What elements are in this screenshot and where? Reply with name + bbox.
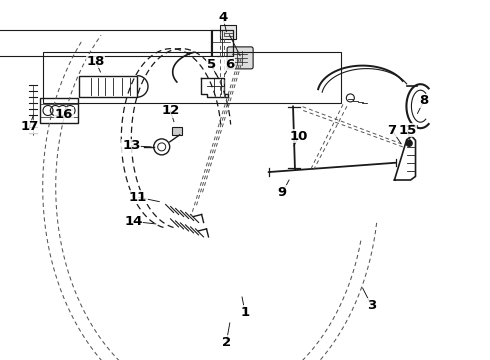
FancyBboxPatch shape [220, 26, 236, 39]
Text: 15: 15 [398, 124, 417, 137]
Text: 13: 13 [122, 139, 141, 152]
Text: 12: 12 [161, 104, 180, 117]
Text: 6: 6 [225, 58, 234, 71]
Bar [0, 30, 212, 56]
Text: 5: 5 [207, 58, 216, 71]
Text: 18: 18 [86, 55, 105, 68]
Text: 3: 3 [367, 299, 376, 312]
Text: 10: 10 [290, 130, 308, 143]
Text: 4: 4 [219, 11, 227, 24]
Text: 8: 8 [419, 94, 428, 107]
Circle shape [406, 140, 412, 146]
Text: 11: 11 [129, 191, 147, 204]
Text: 16: 16 [54, 108, 73, 121]
Bar [211, 30, 233, 56]
Text: 7: 7 [388, 124, 396, 137]
Bar [172, 127, 182, 135]
Text: 9: 9 [278, 186, 287, 199]
Text: 1: 1 [241, 306, 249, 319]
Text: 2: 2 [222, 336, 231, 348]
Text: 14: 14 [124, 215, 143, 228]
Text: 17: 17 [20, 120, 39, 133]
FancyBboxPatch shape [227, 47, 253, 69]
Bar [79, 76, 137, 97]
Bar [40, 98, 78, 123]
Bar [43, 52, 341, 103]
